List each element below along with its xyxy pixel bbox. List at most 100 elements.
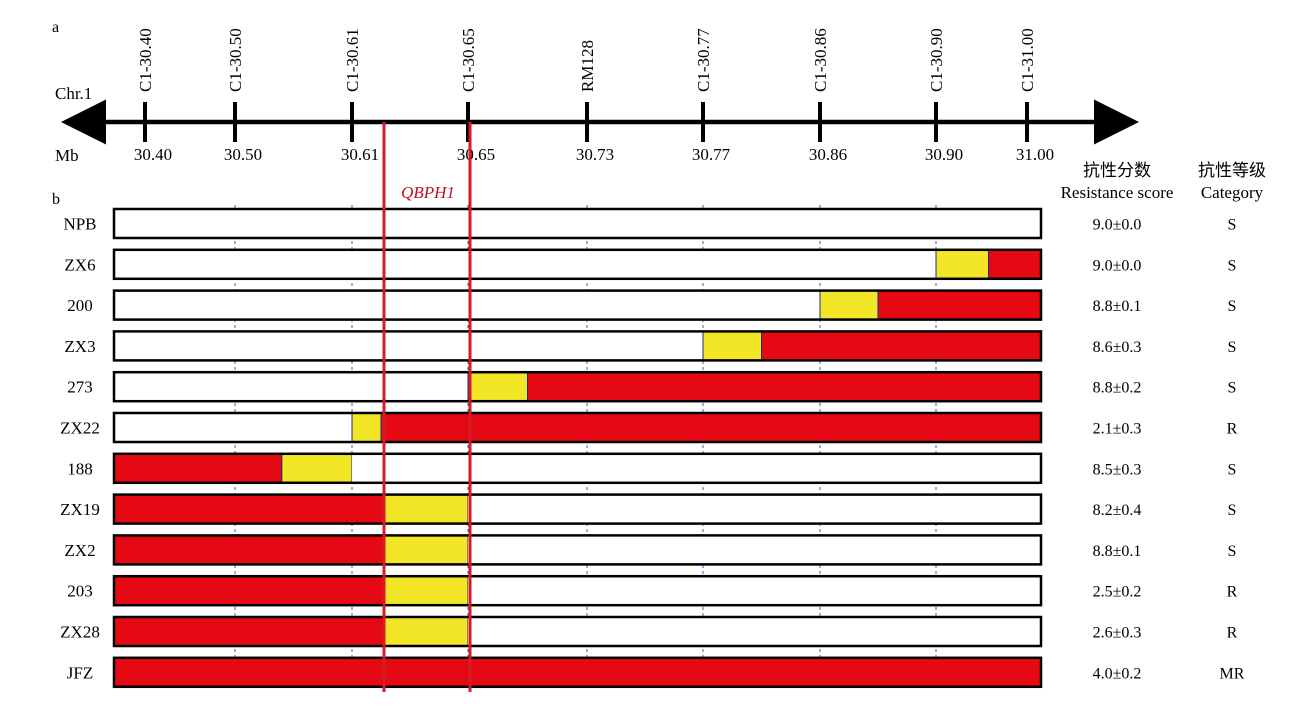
segment-white xyxy=(468,617,1041,646)
segment-white xyxy=(114,249,936,279)
segment-white xyxy=(114,290,820,320)
line-bar-outline xyxy=(112,534,1043,566)
line-name: 203 xyxy=(67,582,93,601)
segment-yellow xyxy=(351,412,382,443)
line-name: 188 xyxy=(67,459,93,478)
resistance-score: 8.8±0.1 xyxy=(1093,298,1142,315)
line-name: ZX19 xyxy=(60,500,100,519)
segment-yellow xyxy=(383,534,469,565)
segment-white xyxy=(468,494,1041,524)
line-bar-outline xyxy=(112,452,1043,485)
segment-red xyxy=(113,534,385,565)
marker-position: 30.61 xyxy=(341,145,379,164)
line-name: NPB xyxy=(63,215,96,234)
line-rows: NPB 9.0±0.0 S ZX6 9.0±0.0 S 200 8.8±0.1 S ZX3 8.6±… xyxy=(60,207,1245,689)
segment-white xyxy=(468,576,1041,606)
marker-name: C1-30.50 xyxy=(226,28,245,92)
resistance-category: S xyxy=(1228,339,1237,356)
qtl-label: QBPH1 xyxy=(401,183,455,202)
marker-position: 30.77 xyxy=(692,145,731,164)
marker-position: 30.50 xyxy=(224,145,262,164)
line-bar-outline xyxy=(112,207,1043,240)
segment-red xyxy=(380,412,1042,443)
marker-name: C1-30.65 xyxy=(459,28,478,92)
line-bar-outline xyxy=(112,574,1043,607)
segment-red xyxy=(527,371,1042,402)
segment-white xyxy=(114,413,352,442)
segment-yellow xyxy=(467,371,528,402)
resistance-category: S xyxy=(1228,257,1237,274)
line-row: ZX22 2.1±0.3 R xyxy=(60,411,1238,444)
segment-yellow xyxy=(383,575,469,606)
marker-name: C1-30.40 xyxy=(136,28,155,92)
line-bar-outline xyxy=(112,615,1043,648)
resistance-category: S xyxy=(1228,502,1237,519)
marker-name: C1-30.86 xyxy=(811,28,830,92)
segment-white xyxy=(468,535,1041,565)
score-header-en: Resistance score xyxy=(1061,183,1174,202)
line-bar-outline xyxy=(112,411,1043,444)
line-bar-outline xyxy=(112,370,1043,403)
resistance-category: S xyxy=(1228,380,1237,397)
line-name: 200 xyxy=(67,296,93,315)
marker-name: RM128 xyxy=(578,40,597,92)
line-name: ZX28 xyxy=(60,623,100,642)
unit-label: Mb xyxy=(55,146,79,165)
panel-b-label: b xyxy=(52,191,60,208)
resistance-score: 9.0±0.0 xyxy=(1093,217,1142,234)
line-bar-outline xyxy=(112,493,1043,525)
line-row: 203 2.5±0.2 R xyxy=(67,574,1238,607)
line-row: ZX6 9.0±0.0 S xyxy=(64,248,1237,281)
segment-red xyxy=(877,290,1042,321)
segment-yellow xyxy=(383,616,469,647)
resistance-score: 2.6±0.3 xyxy=(1093,625,1142,642)
segment-red xyxy=(988,249,1042,280)
panel-a-label: a xyxy=(52,19,59,36)
line-row: ZX2 8.8±0.1 S xyxy=(64,534,1236,566)
segment-red xyxy=(113,494,385,525)
marker-position: 30.86 xyxy=(809,145,847,164)
line-row: 273 8.8±0.2 S xyxy=(67,370,1237,403)
marker-position: 30.65 xyxy=(457,145,495,164)
marker-name: C1-30.61 xyxy=(343,28,362,92)
line-bar-outline xyxy=(112,330,1043,362)
line-row: ZX28 2.6±0.3 R xyxy=(60,615,1238,648)
resistance-score: 8.8±0.2 xyxy=(1093,380,1142,397)
resistance-category: S xyxy=(1228,217,1237,234)
line-bar-outline xyxy=(112,289,1043,321)
marker-name: C1-30.90 xyxy=(927,28,946,92)
resistance-score: 2.1±0.3 xyxy=(1093,421,1142,438)
marker-position: 31.00 xyxy=(1016,145,1054,164)
line-name: JFZ xyxy=(67,663,93,682)
line-row: 200 8.8±0.1 S xyxy=(67,289,1237,321)
qtl-interval xyxy=(382,122,472,692)
line-row: NPB 9.0±0.0 S xyxy=(63,207,1237,240)
segment-red xyxy=(113,575,385,606)
marker-name: C1-31.00 xyxy=(1018,28,1037,92)
line-name: ZX3 xyxy=(64,337,95,356)
segment-yellow xyxy=(935,249,989,280)
segment-red xyxy=(113,453,283,484)
resistance-score: 2.5±0.2 xyxy=(1093,584,1142,601)
line-row: ZX3 8.6±0.3 S xyxy=(64,330,1237,362)
line-name: ZX2 xyxy=(64,541,95,560)
line-row: ZX19 8.2±0.4 S xyxy=(60,493,1237,525)
line-name: 273 xyxy=(67,378,93,397)
marker-position: 30.73 xyxy=(576,145,614,164)
resistance-category: S xyxy=(1228,298,1237,315)
resistance-score: 8.6±0.3 xyxy=(1093,339,1142,356)
marker-name: C1-30.77 xyxy=(694,28,713,92)
resistance-score: 9.0±0.0 xyxy=(1093,257,1142,274)
resistance-category: MR xyxy=(1220,665,1245,682)
segment-white xyxy=(352,453,1041,483)
resistance-category: R xyxy=(1227,625,1238,642)
segment-white xyxy=(114,331,703,361)
line-name: ZX6 xyxy=(64,255,95,274)
segment-yellow xyxy=(819,290,879,321)
marker-group: C1-30.40 30.40 C1-30.50 30.50 C1-30.61 30.61 C… xyxy=(134,28,1054,164)
segment-red xyxy=(113,616,385,647)
resistance-category: R xyxy=(1227,584,1238,601)
category-header-en: Category xyxy=(1201,183,1264,202)
resistance-category: S xyxy=(1228,461,1237,478)
